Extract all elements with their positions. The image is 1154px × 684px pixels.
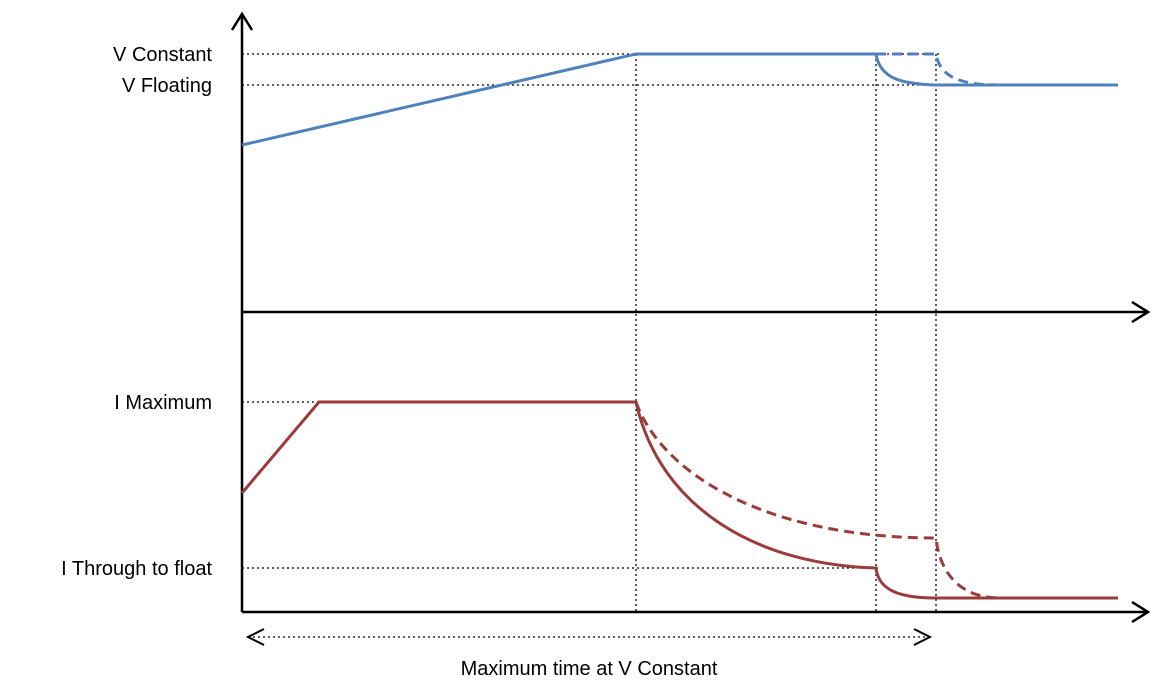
label-i-maximum: I Maximum [114, 392, 212, 414]
current-curve [240, 400, 1118, 600]
label-max-time: Maximum time at V Constant [461, 658, 718, 680]
max-time-left-arrow-icon [245, 628, 265, 646]
label-v-floating: V Floating [122, 75, 212, 97]
label-i-through: I Through to float [61, 558, 212, 580]
current-axis-arrow-icon [1131, 600, 1151, 624]
y-axis-arrow-icon [230, 11, 254, 31]
voltage-curve-dashed [876, 52, 1001, 87]
label-v-constant: V Constant [113, 44, 212, 66]
current-curve-dashed [634, 401, 1001, 600]
voltage-axis-arrow-icon [1131, 300, 1151, 324]
voltage-curve [241, 52, 1118, 147]
max-time-right-arrow-icon [913, 628, 933, 646]
